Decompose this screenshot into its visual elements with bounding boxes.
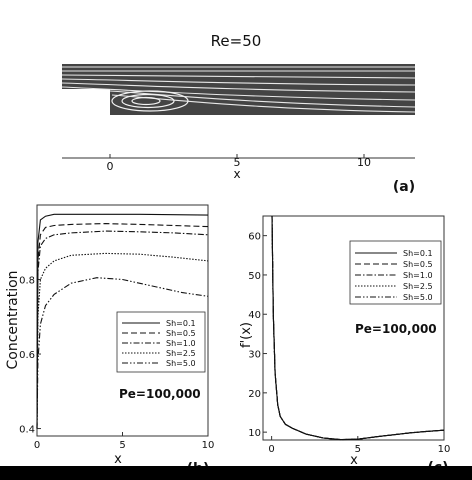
- y-tick-label: 60: [248, 232, 261, 243]
- series-line-sh-2: [36, 223, 209, 429]
- legend-label: Sh=2.5: [403, 282, 433, 291]
- panel-c-y-label: f'(x): [239, 322, 254, 348]
- panel-a-x-label: x: [233, 167, 240, 181]
- series-line-sh-5: [271, 215, 445, 441]
- panel-c-frame: [262, 215, 445, 441]
- panel-a-title: Re=50: [211, 32, 262, 50]
- x-tick-label: 0: [34, 440, 40, 451]
- legend-label: Sh=0.1: [166, 319, 196, 328]
- y-tick-label: 10: [248, 428, 261, 439]
- legend-label: Sh=1.0: [403, 271, 433, 280]
- legend-label: Sh=5.0: [403, 293, 433, 302]
- step-block: [62, 89, 110, 115]
- legend-label: Sh=1.0: [166, 339, 196, 348]
- series-line-sh-3: [36, 230, 209, 429]
- panel-c-legend: Sh=0.1 Sh=0.5 Sh=1.0 Sh=2.5 Sh=5.0: [349, 240, 442, 305]
- series-line-sh-5: [36, 277, 209, 429]
- legend-label: Sh=2.5: [166, 349, 196, 358]
- legend-label: Sh=0.1: [403, 249, 433, 258]
- panel-b-x-ticks: 0 5 10: [34, 432, 215, 451]
- y-tick-label: 50: [248, 271, 261, 282]
- x-tick-label: 10: [438, 444, 451, 455]
- x-tick-label: 5: [355, 444, 361, 455]
- y-tick-label: 20: [248, 389, 261, 400]
- x-tick-label: 0: [268, 444, 274, 455]
- panel-a: Re=50 0 5 10 x (a): [61, 32, 416, 195]
- y-tick-label: 0.4: [19, 425, 35, 436]
- series-line-sh-4: [36, 252, 209, 429]
- panel-b-y-label: Concentration: [5, 270, 21, 369]
- panel-a-tick-label-5: 5: [234, 156, 241, 169]
- panel-c-legend-box: [349, 240, 442, 305]
- panel-a-tick-label-0: 0: [107, 160, 114, 173]
- panel-c-pe-label: Pe=100,000: [355, 322, 437, 336]
- y-tick-label: 30: [248, 350, 261, 361]
- panel-b-pe-label: Pe=100,000: [119, 387, 201, 401]
- panel-c-series: [271, 215, 445, 441]
- panel-c-y-ticks: 10 20 30 40 50 60: [248, 232, 267, 439]
- x-tick-label: 5: [119, 440, 125, 451]
- legend-label: Sh=0.5: [403, 260, 433, 269]
- panel-a-tick-label-10: 10: [357, 156, 371, 169]
- panel-b-legend-box: [116, 311, 206, 373]
- panel-c-x-label: x: [350, 453, 358, 468]
- legend-label: Sh=5.0: [166, 359, 196, 368]
- x-tick-label: 10: [202, 440, 215, 451]
- recirculation-eddy: [111, 90, 189, 112]
- panel-b-series: [36, 213, 209, 429]
- panel-b-x-label: x: [114, 452, 122, 467]
- series-line-sh-1: [36, 213, 209, 429]
- bottom-black-bar: [0, 466, 472, 480]
- legend-label: Sh=0.5: [166, 329, 196, 338]
- panel-b-legend: Sh=0.1Sh=0.5Sh=1.0Sh=2.5Sh=5.0: [116, 311, 206, 373]
- y-tick-label: 0.6: [19, 350, 35, 361]
- y-tick-label: 0.8: [19, 276, 35, 287]
- y-tick-label: 40: [248, 310, 261, 321]
- streamlines: [61, 66, 416, 113]
- panel-a-label: (a): [393, 179, 415, 195]
